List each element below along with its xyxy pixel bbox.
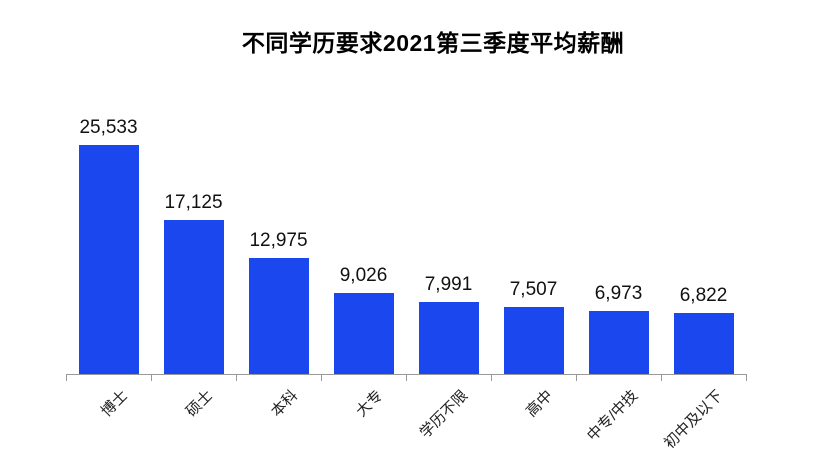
bar-value-label: 7,507 <box>509 279 558 300</box>
bar-value-label: 12,975 <box>249 230 308 251</box>
x-axis-tick <box>151 374 152 381</box>
bar <box>163 220 224 374</box>
bar <box>588 311 649 374</box>
bar <box>418 302 479 374</box>
x-tick-label: 中专/中技 <box>584 387 642 445</box>
x-tick-label: 大专 <box>353 387 387 421</box>
bar-value-label: 25,533 <box>79 117 138 138</box>
x-axis-tick <box>321 374 322 381</box>
bar <box>673 313 734 374</box>
bar-value-label: 9,026 <box>339 265 388 286</box>
x-tick-label: 硕士 <box>183 387 217 421</box>
x-tick-label: 学历不限 <box>417 387 472 442</box>
bar <box>333 293 394 374</box>
bar-value-label: 17,125 <box>164 192 223 213</box>
x-axis-tick <box>406 374 407 381</box>
bar-value-label: 7,991 <box>424 274 473 295</box>
bar-value-label: 6,973 <box>594 283 643 304</box>
x-axis-tick <box>746 374 747 381</box>
chart-title: 不同学历要求2021第三季度平均薪酬 <box>241 30 625 56</box>
x-axis-tick <box>66 374 67 381</box>
x-tick-label: 本科 <box>268 387 302 421</box>
x-tick-label: 博士 <box>98 387 132 421</box>
x-tick-label: 初中及以下 <box>661 387 727 453</box>
x-axis-tick <box>236 374 237 381</box>
bar <box>503 307 564 374</box>
x-axis-tick <box>576 374 577 381</box>
x-axis-tick <box>491 374 492 381</box>
bar <box>248 258 309 374</box>
x-tick-label: 高中 <box>523 387 557 421</box>
x-axis-tick <box>661 374 662 381</box>
bar <box>78 145 139 374</box>
bar-value-label: 6,822 <box>679 285 728 306</box>
